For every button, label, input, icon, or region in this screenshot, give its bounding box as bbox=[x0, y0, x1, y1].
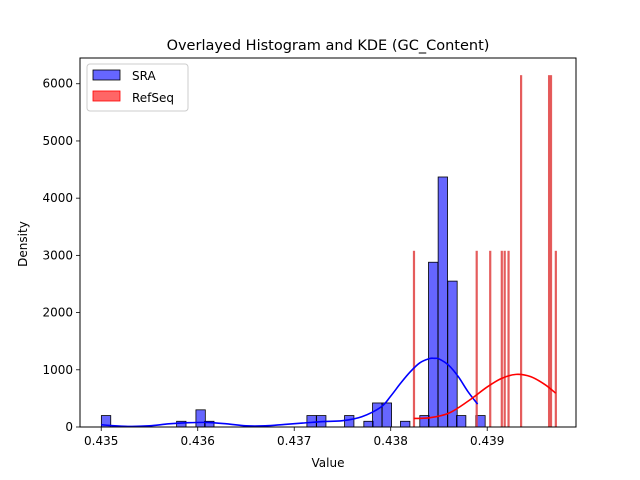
refseq-bar-6 bbox=[519, 75, 523, 428]
plot-area bbox=[79, 57, 577, 428]
refseq-bar-0 bbox=[412, 250, 416, 427]
refseq-kde-line bbox=[413, 373, 557, 420]
legend-swatch-refseq bbox=[92, 90, 121, 102]
refseq-bar-7 bbox=[547, 75, 551, 428]
sra-bar-15 bbox=[456, 415, 467, 428]
x-tick-label-1: 0.436 bbox=[181, 434, 215, 448]
y-tick-label-2: 2000 bbox=[42, 306, 73, 320]
y-tick-label-0: 0 bbox=[65, 420, 73, 434]
y-tick-label-4: 4000 bbox=[42, 191, 73, 205]
x-tick-label-2: 0.437 bbox=[277, 434, 311, 448]
axes-frame bbox=[79, 57, 577, 428]
y-axis-label: Density bbox=[16, 221, 30, 267]
y-axis-ticks: 0 1000 2000 3000 4000 5000 6000 bbox=[42, 77, 80, 434]
sra-bar-14 bbox=[447, 280, 458, 428]
sra-bar-2 bbox=[195, 409, 206, 428]
legend-swatch-sra bbox=[92, 69, 121, 81]
refseq-bar-5 bbox=[507, 250, 510, 427]
refseq-bar-4 bbox=[503, 250, 506, 427]
sra-kde-line bbox=[101, 357, 479, 428]
x-axis-label: Value bbox=[312, 456, 345, 470]
refseq-bars bbox=[412, 75, 557, 428]
chart-title: Overlayed Histogram and KDE (GC_Content) bbox=[167, 38, 490, 54]
x-tick-label-0: 0.435 bbox=[84, 434, 118, 448]
y-tick-label-5: 5000 bbox=[42, 134, 73, 148]
refseq-bar-8 bbox=[549, 75, 553, 428]
sra-bar-9 bbox=[381, 402, 392, 428]
legend-label-refseq: RefSeq bbox=[132, 91, 174, 105]
x-tick-label-3: 0.438 bbox=[374, 434, 408, 448]
legend: SRA RefSeq bbox=[86, 63, 189, 112]
refseq-bar-3 bbox=[500, 250, 503, 427]
sra-bar-13 bbox=[437, 176, 448, 428]
x-tick-label-4: 0.439 bbox=[470, 434, 504, 448]
sra-bar-4 bbox=[306, 415, 317, 428]
y-tick-label-6: 6000 bbox=[42, 77, 73, 91]
y-tick-label-3: 3000 bbox=[42, 248, 73, 262]
x-axis-ticks: 0.435 0.436 0.437 0.438 0.439 bbox=[84, 427, 504, 448]
sra-bar-10 bbox=[400, 420, 411, 428]
refseq-bar-2 bbox=[489, 250, 492, 427]
sra-bar-6 bbox=[344, 415, 355, 428]
sra-bar-12 bbox=[428, 261, 439, 428]
refseq-bar-1 bbox=[475, 250, 478, 427]
refseq-bar-9 bbox=[554, 250, 557, 427]
y-tick-label-1: 1000 bbox=[42, 363, 73, 377]
legend-label-sra: SRA bbox=[132, 69, 156, 83]
sra-bar-7 bbox=[363, 420, 374, 428]
